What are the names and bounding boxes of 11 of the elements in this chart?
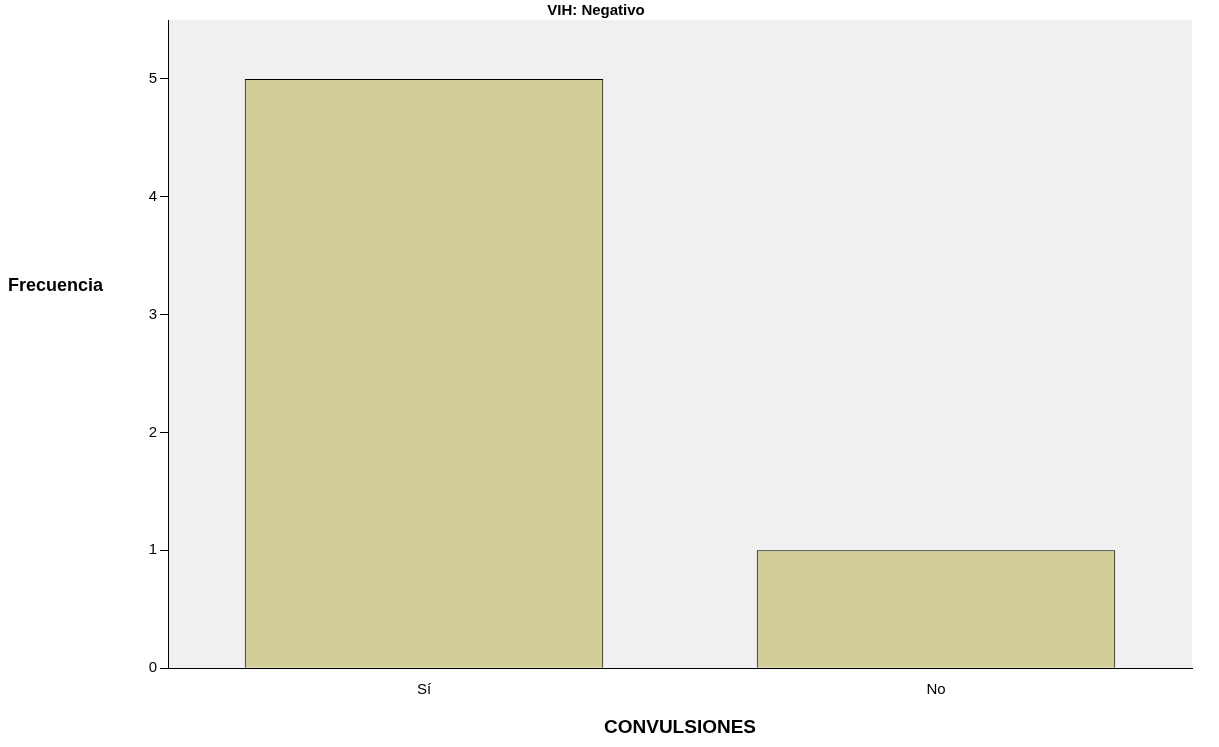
y-tick-label: 3 <box>148 304 157 322</box>
x-tick-label: No <box>926 680 946 698</box>
x-tick-label: Sí <box>416 680 432 698</box>
y-tick-label: 4 <box>148 186 157 204</box>
y-axis-title: Frecuencia <box>8 274 105 295</box>
x-axis-title: CONVULSIONES <box>603 715 757 737</box>
y-tick-label: 5 <box>148 69 157 87</box>
y-tick-label: 2 <box>148 422 157 440</box>
y-tick-label: 0 <box>148 658 157 676</box>
chart-title: VIH: Negativo <box>547 1 645 19</box>
y-tick-label: 1 <box>148 540 157 558</box>
